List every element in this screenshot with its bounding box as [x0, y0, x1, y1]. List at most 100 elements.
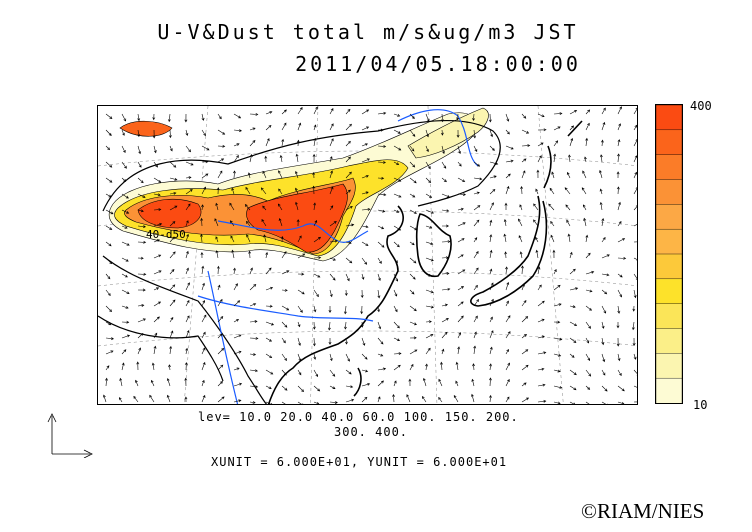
wind-vector [553, 337, 563, 341]
wind-vector [185, 267, 189, 275]
wind-vector [150, 379, 155, 387]
wind-vector [281, 251, 287, 259]
dust-plume [108, 107, 489, 262]
wind-vector [151, 362, 155, 371]
wind-vector [105, 129, 112, 136]
wind-vector [295, 201, 299, 211]
wind-vector [441, 287, 451, 291]
wind-vector [425, 225, 433, 229]
wind-vector [425, 289, 434, 294]
wind-vector [329, 170, 333, 179]
wind-vector [567, 233, 571, 243]
wind-vector [137, 177, 144, 184]
wind-vector [471, 378, 475, 387]
wind-vector [137, 145, 142, 155]
wind-vector [409, 273, 416, 280]
wind-vector [425, 209, 434, 214]
wind-vector [185, 145, 191, 153]
wind-vector [153, 270, 162, 275]
wind-vector [585, 321, 591, 329]
wind-vector [169, 284, 176, 291]
wind-vector [105, 241, 112, 247]
wind-vector [569, 353, 575, 358]
wind-vector [489, 363, 492, 371]
wind-vector [345, 398, 355, 403]
wind-vector [441, 348, 445, 355]
wind-vector [521, 364, 529, 371]
wind-vector [297, 321, 301, 328]
wind-vector [281, 109, 287, 115]
wind-vector [505, 129, 510, 135]
river-yangtze [197, 295, 374, 322]
wind-vector [633, 385, 637, 388]
wind-vector [489, 316, 493, 323]
wind-vector [422, 377, 427, 387]
wind-vector [489, 346, 493, 355]
wind-vector [233, 113, 242, 119]
wind-vector [329, 123, 334, 131]
wind-vector [200, 217, 204, 227]
wind-vector [617, 369, 622, 377]
wind-vector [393, 241, 400, 248]
wind-vector [105, 145, 111, 151]
wind-vector [103, 394, 107, 403]
wind-vector [601, 353, 606, 363]
wind-vector [473, 129, 477, 139]
wind-vector [297, 401, 304, 404]
wind-vector [201, 347, 206, 355]
wind-vector [633, 107, 637, 115]
wind-vector [393, 337, 401, 341]
wind-vector [169, 316, 174, 323]
wind-vector [247, 172, 251, 179]
wind-vector [121, 161, 127, 169]
wind-vector [425, 257, 434, 262]
wind-vector [297, 272, 305, 276]
wind-vector [585, 369, 592, 377]
wind-vector [329, 273, 336, 281]
wind-vector [329, 385, 336, 389]
wind-vector [441, 303, 449, 307]
wind-vector [537, 284, 542, 291]
wind-vector [633, 139, 637, 147]
wind-vector [231, 187, 235, 195]
wind-vector [425, 113, 430, 122]
wind-vector [281, 305, 290, 311]
wind-vector [329, 186, 334, 195]
wind-vector [137, 225, 147, 229]
wind-vector [457, 286, 465, 291]
wind-vector [105, 193, 112, 198]
wind-vector [217, 381, 223, 387]
wind-vector [185, 330, 190, 339]
wind-vector [345, 206, 353, 211]
wind-vector [200, 251, 204, 259]
wind-vector [249, 139, 256, 147]
wind-vector [105, 177, 113, 183]
wind-vector [377, 367, 387, 371]
wind-vector [313, 353, 317, 360]
wind-vector [520, 265, 524, 275]
wind-vector [537, 266, 541, 275]
colorbar-swatch [655, 353, 683, 379]
graticule-line [183, 106, 209, 404]
wind-vector [377, 144, 387, 148]
wind-vector [633, 289, 637, 299]
wind-vector [265, 267, 272, 275]
wind-vector [105, 257, 113, 265]
wind-vector [441, 145, 445, 155]
wind-vector [569, 110, 578, 115]
wind-vector [601, 121, 606, 131]
wind-vector [633, 401, 637, 403]
wind-vector [265, 124, 272, 131]
wind-vector [441, 193, 450, 198]
wind-vector [569, 321, 578, 326]
wind-vector [585, 337, 589, 344]
wind-vector [601, 401, 608, 404]
wind-vector [537, 113, 545, 118]
wind-vector [377, 337, 384, 345]
wind-vector [233, 154, 239, 163]
wind-vector [617, 256, 627, 260]
wind-vector [345, 108, 351, 115]
wind-vector [217, 144, 226, 148]
wind-vector [312, 185, 316, 195]
wind-vector [585, 401, 592, 404]
